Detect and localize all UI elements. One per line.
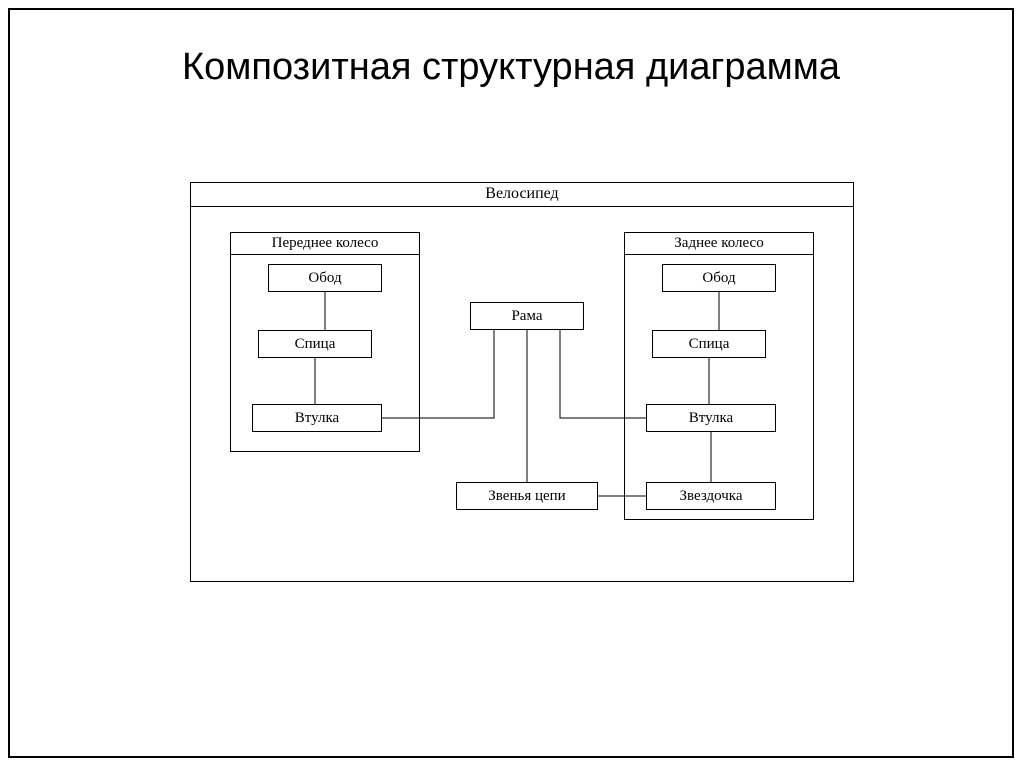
group-title-rear-wheel: Заднее колесо — [625, 233, 813, 255]
slide-frame: Композитная структурная диаграмма Велоси… — [8, 8, 1014, 758]
node-chain: Звенья цепи — [456, 482, 598, 510]
group-title-front-wheel: Переднее колесо — [231, 233, 419, 255]
node-rear-spoke: Спица — [652, 330, 766, 358]
node-rear-rim: Обод — [662, 264, 776, 292]
node-front-rim: Обод — [268, 264, 382, 292]
slide-title: Композитная структурная диаграмма — [10, 46, 1012, 89]
diagram-canvas: Велосипед Переднее колесо Заднее колесо О… — [190, 182, 854, 582]
outer-title: Велосипед — [191, 183, 853, 207]
node-frame: Рама — [470, 302, 584, 330]
node-front-spoke: Спица — [258, 330, 372, 358]
node-sprocket: Звездочка — [646, 482, 776, 510]
node-front-hub: Втулка — [252, 404, 382, 432]
node-rear-hub: Втулка — [646, 404, 776, 432]
